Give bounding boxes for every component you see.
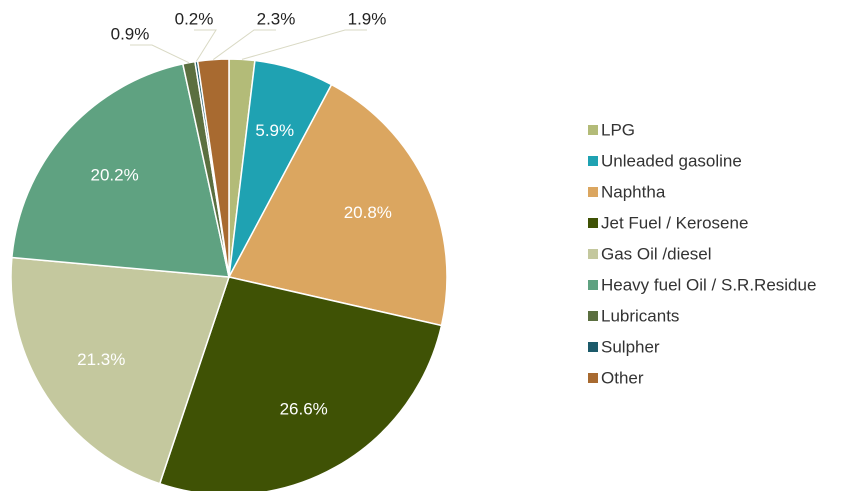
legend-label: Sulpher (601, 337, 660, 356)
leader-line (241, 29, 367, 60)
legend-label: Heavy fuel Oil / S.R.Residue (601, 275, 816, 294)
legend-swatch (588, 373, 598, 383)
data-label: 20.2% (91, 165, 139, 184)
legend-swatch (588, 249, 598, 259)
leader-line (212, 29, 276, 60)
pie-slice (158, 276, 443, 491)
legend-label: Lubricants (601, 306, 679, 325)
pie-slice (11, 63, 230, 278)
legend-swatch (588, 156, 598, 166)
legend-label: Jet Fuel / Kerosene (601, 213, 748, 232)
data-label: 0.2% (175, 9, 214, 28)
legend-swatch (588, 125, 598, 135)
legend-swatch (588, 280, 598, 290)
legend-swatch (588, 218, 598, 228)
data-label: 1.9% (348, 9, 387, 28)
leader-line (194, 29, 217, 62)
legend-swatch (588, 311, 598, 321)
data-label: 20.8% (344, 203, 392, 222)
pie-slice (227, 83, 448, 327)
data-label: 5.9% (255, 121, 294, 140)
data-label: 26.6% (280, 400, 328, 419)
data-label: 0.9% (111, 24, 150, 43)
legend-label: Other (601, 368, 644, 387)
legend-label: Unleaded gasoline (601, 151, 742, 170)
legend-label: Gas Oil /diesel (601, 244, 712, 263)
data-label: 2.3% (257, 9, 296, 28)
legend-swatch (588, 187, 598, 197)
data-label: 21.3% (77, 350, 125, 369)
pie-slice (10, 256, 231, 485)
legend-label: Naphtha (601, 182, 666, 201)
legend-label: LPG (601, 120, 635, 139)
legend-swatch (588, 342, 598, 352)
leader-line (130, 44, 190, 64)
